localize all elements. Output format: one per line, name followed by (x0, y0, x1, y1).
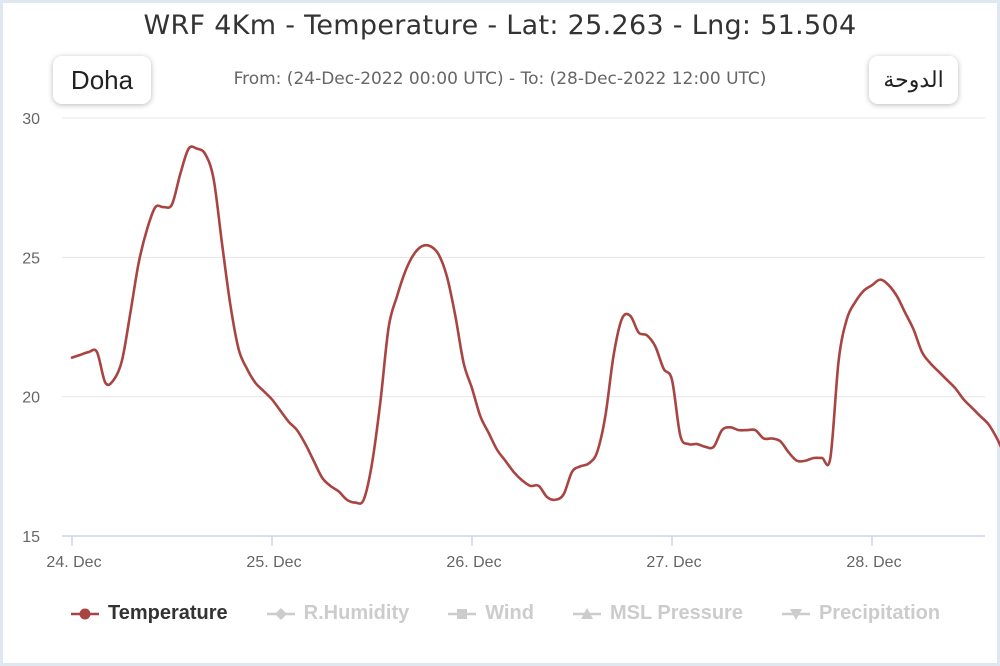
legend-diamond-icon (266, 607, 295, 620)
city-name-english: Doha (53, 56, 151, 104)
legend-label: Wind (485, 602, 534, 624)
y-tick-label: 25 (22, 250, 40, 267)
legend-label: R.Humidity (303, 602, 410, 624)
legend-item-r-humidity[interactable]: R.Humidity (266, 602, 410, 625)
legend-item-temperature[interactable]: Temperature (70, 602, 228, 625)
legend-triangle-down-icon (781, 608, 810, 620)
legend-triangle-icon (572, 607, 601, 619)
chart-subtitle: From: (24-Dec-2022 00:00 UTC) - To: (28-… (233, 69, 767, 89)
temperature-chart: 15 20 25 30 24. Dec 25. Dec 26. Dec 27. Dec 28. … (22, 111, 1000, 571)
legend-circle-icon (71, 608, 99, 619)
legend-label: MSL Pressure (609, 602, 743, 624)
x-tick-label: 24. Dec (46, 554, 101, 571)
legend-item-msl-pressure[interactable]: MSL Pressure (572, 602, 743, 625)
city-name-arabic: الدوحة (869, 56, 958, 104)
chart-title: WRF 4Km - Temperature - Lat: 25.263 - Ln… (143, 10, 857, 41)
x-tick-label: 26. Dec (446, 554, 501, 571)
y-tick-label: 20 (22, 390, 40, 407)
temperature-series-line (70, 145, 1000, 505)
legend-square-icon (448, 608, 477, 619)
x-tick-label: 27. Dec (646, 554, 701, 571)
legend-item-wind[interactable]: Wind (447, 602, 534, 625)
y-tick-label: 30 (22, 111, 40, 128)
x-tick-label: 28. Dec (846, 554, 901, 571)
legend-label: Precipitation (818, 602, 941, 624)
chart-legend: Temperature R.Humidity Wind MSL Pressure Pre… (70, 602, 940, 625)
y-tick-label: 15 (22, 529, 40, 546)
legend-item-precipitation[interactable]: Precipitation (781, 602, 940, 625)
legend-label: Temperature (108, 602, 228, 624)
x-tick-label: 25. Dec (246, 554, 301, 571)
